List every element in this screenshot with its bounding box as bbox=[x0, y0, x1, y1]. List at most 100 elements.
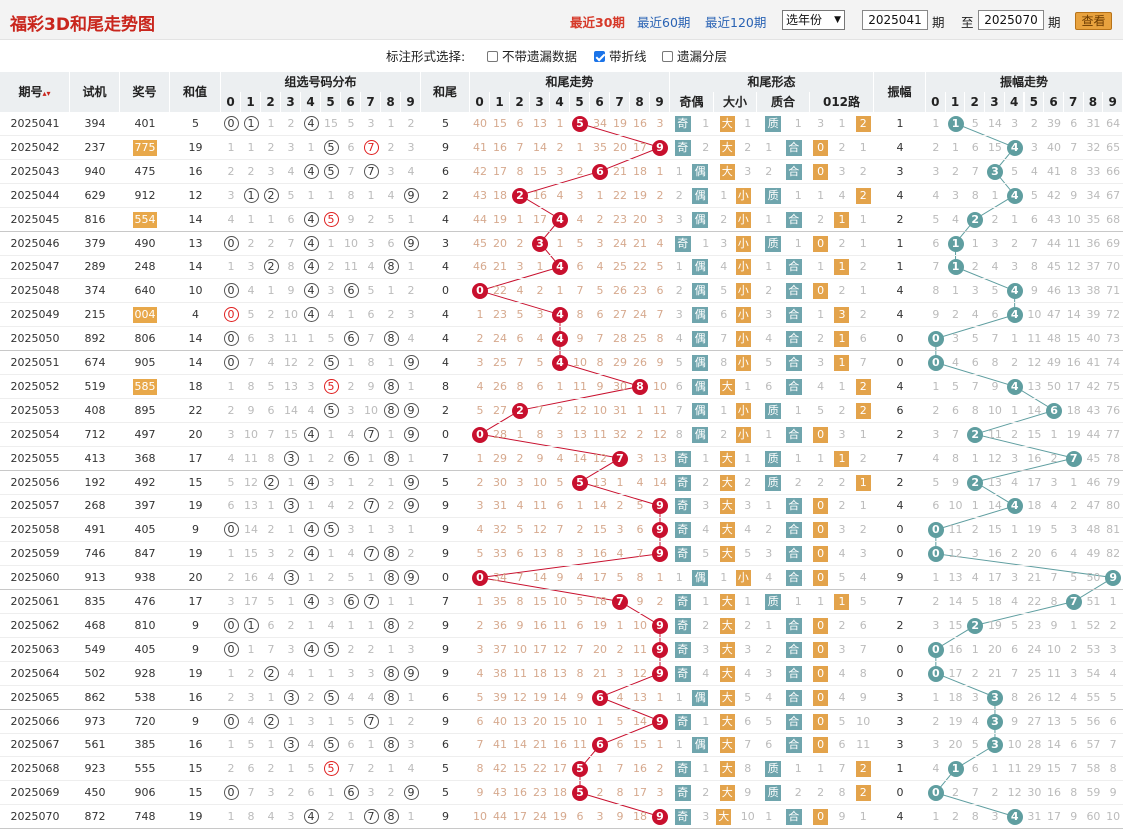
dist-cell: 4 bbox=[301, 279, 321, 302]
bs-cell: 大 2 bbox=[714, 136, 757, 159]
amp-hit-ball: 0 bbox=[927, 785, 944, 802]
issue-cell: 2025065 bbox=[10, 690, 60, 704]
r012-tag: 2 bbox=[855, 785, 871, 802]
tail-cell: 2 bbox=[442, 403, 449, 417]
period-link-30[interactable]: 最近30期 bbox=[570, 15, 625, 30]
even-miss: 4 bbox=[698, 666, 710, 680]
amp-trend-cell: 2 bbox=[965, 208, 985, 231]
table-row: 2025068 923 555 15 2 6 2 1 5 5 7 2 1 4 5 8 42 15 22 17 5 1 7 16… bbox=[0, 757, 1123, 782]
prize-cell: 497 bbox=[134, 427, 156, 441]
dist-hit-circle: 0 bbox=[223, 641, 239, 657]
r012-cell: 1 bbox=[859, 284, 867, 298]
amp-trend-cell: 15 bbox=[987, 140, 1002, 154]
trend-cell: 1 bbox=[596, 188, 604, 202]
option-missing-layers[interactable]: 遗漏分层 bbox=[662, 46, 727, 65]
r012-cell: 2 bbox=[838, 403, 846, 417]
tail-cell: 8 bbox=[442, 379, 449, 393]
dist-cell: 1 bbox=[367, 188, 375, 202]
dist-hit-circle: 7 bbox=[363, 426, 379, 442]
composite-tag: 合 bbox=[785, 641, 802, 658]
amp-trend-cell: 6 bbox=[1044, 399, 1064, 422]
trial-cell: 872 bbox=[84, 810, 106, 824]
trend-cell: 2 bbox=[656, 188, 664, 202]
composite-tag: 合 bbox=[785, 546, 802, 563]
dist-cell: 7 bbox=[347, 762, 355, 776]
pc-cell: 5 合 bbox=[757, 351, 810, 374]
from-issue-input[interactable]: 2025041 bbox=[862, 10, 928, 30]
trend-cell: 21 bbox=[493, 260, 507, 274]
trend-cell: 1 bbox=[616, 475, 624, 489]
amp-trend-cell: 2 bbox=[952, 786, 960, 800]
r012-cell: 1 bbox=[838, 117, 846, 130]
big-miss: 3 bbox=[720, 236, 731, 250]
dist-cell: 7 bbox=[247, 786, 255, 800]
sum-cell: 19 bbox=[188, 666, 203, 680]
amp-trend-cell: 49 bbox=[1047, 356, 1062, 369]
sort-icon[interactable]: ▴▾ bbox=[42, 89, 51, 98]
big-tag: 大 bbox=[719, 594, 735, 610]
amp-trend-cell: 12 bbox=[948, 547, 963, 561]
trend-cell: 4 bbox=[656, 236, 664, 250]
amp-trend-cell: 41 bbox=[1047, 164, 1062, 178]
tail-cell: 9 bbox=[442, 810, 449, 824]
prime-miss: 1 bbox=[765, 212, 776, 226]
trend-cell: 29 bbox=[613, 356, 627, 369]
amp-trend-cell: 1 bbox=[946, 255, 966, 278]
table-row: 2025058 491 405 9 0 14 2 1 4 5 3 1 3 1 9 4 32 5 12 7 2 15 3 6 9 奇… bbox=[0, 518, 1123, 543]
header-issue[interactable]: 期号▴▾ bbox=[0, 72, 70, 112]
composite-tag: 合 bbox=[785, 331, 802, 348]
period-link-120[interactable]: 最近120期 bbox=[705, 15, 767, 30]
checkbox-icon[interactable] bbox=[662, 51, 673, 62]
header-trend-digit: 3 bbox=[530, 92, 550, 112]
dist-hit-circle: 8 bbox=[383, 570, 399, 586]
big-miss: 5 bbox=[720, 284, 731, 298]
r012-cell: 1 bbox=[831, 447, 852, 470]
pc-cell: 1 合 bbox=[757, 255, 810, 278]
query-button[interactable]: 查看 bbox=[1075, 12, 1112, 30]
dist-hit-circle: 6 bbox=[343, 450, 359, 466]
amp-trend-cell: 38 bbox=[1086, 284, 1101, 298]
option-no-missing[interactable]: 不带遗漏数据 bbox=[487, 46, 577, 65]
trend-cell: 10 bbox=[553, 595, 567, 608]
trend-cell: 10 bbox=[573, 356, 587, 369]
option-polyline[interactable]: 带折线 bbox=[594, 46, 647, 65]
checkbox-icon[interactable] bbox=[487, 51, 498, 62]
trend-hit-ball: 4 bbox=[552, 259, 568, 276]
dist-cell: 15 bbox=[284, 427, 298, 441]
dist-cell: 6 bbox=[367, 308, 375, 322]
trend-cell: 17 bbox=[633, 786, 647, 800]
oe-cell: 奇 2 bbox=[670, 614, 714, 637]
trend-cell: 14 bbox=[593, 499, 607, 513]
trend-cell: 32 bbox=[493, 523, 507, 537]
sum-cell: 16 bbox=[188, 738, 203, 752]
dist-cell: 6 bbox=[341, 590, 361, 613]
trend-cell: 4 bbox=[536, 332, 544, 346]
to-issue-input[interactable]: 2025070 bbox=[978, 10, 1044, 30]
options-label: 标注形式选择: bbox=[386, 49, 466, 64]
dist-cell: 5 bbox=[347, 571, 355, 585]
period-link-60[interactable]: 最近60期 bbox=[637, 15, 691, 30]
amp-trend-cell: 6 bbox=[1030, 212, 1038, 226]
dist-cell: 2 bbox=[287, 786, 295, 800]
amp-trend-cell: 10 bbox=[1027, 308, 1042, 322]
amp-trend-cell: 66 bbox=[1106, 164, 1121, 178]
trend-hit-ball: 9 bbox=[652, 809, 668, 826]
checkbox-checked-icon[interactable] bbox=[594, 51, 605, 62]
dist-cell: 1 bbox=[227, 140, 235, 154]
dist-hit-circle: 9 bbox=[403, 498, 419, 514]
small-miss: 1 bbox=[740, 379, 752, 393]
bs-cell: 大 8 bbox=[714, 757, 757, 780]
r012-tag: 0 bbox=[813, 809, 829, 826]
year-select[interactable]: 选年份 ▼ bbox=[782, 10, 845, 30]
amp-trend-cell: 3 bbox=[1011, 117, 1019, 130]
dist-cell: 5 bbox=[307, 762, 315, 776]
r012-tag: 1 bbox=[834, 259, 850, 276]
amp-trend-cell: 68 bbox=[1106, 212, 1121, 226]
r012-cell: 7 bbox=[859, 356, 867, 369]
dist-cell: 1 bbox=[327, 427, 335, 441]
amp-trend-cell: 3 bbox=[1050, 475, 1058, 489]
dist-cell: 7 bbox=[367, 332, 375, 346]
to-unit-label: 期 bbox=[1048, 15, 1061, 30]
dist-cell: 10 bbox=[284, 308, 298, 322]
amp-trend-cell: 42 bbox=[1086, 379, 1101, 393]
